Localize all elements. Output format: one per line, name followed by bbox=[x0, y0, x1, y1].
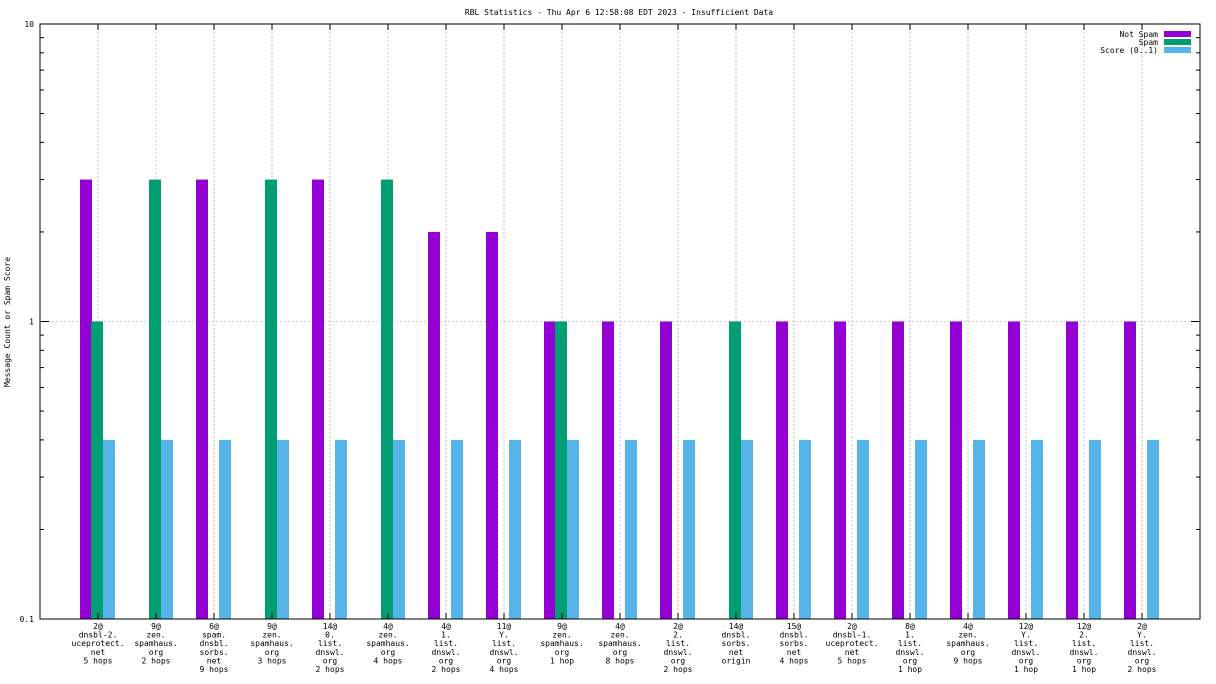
chart-title: RBL Statistics - Thu Apr 6 12:58:08 EDT … bbox=[465, 8, 773, 17]
bar bbox=[91, 321, 103, 619]
bar bbox=[683, 439, 695, 619]
bar bbox=[1147, 439, 1159, 619]
bar bbox=[857, 439, 869, 619]
bar bbox=[509, 439, 521, 619]
legend-swatch bbox=[1164, 47, 1191, 53]
bar bbox=[1089, 439, 1101, 619]
bar bbox=[196, 179, 208, 619]
bar bbox=[451, 439, 463, 619]
bar bbox=[834, 321, 846, 619]
legend-label: Score (0..1) bbox=[1100, 46, 1158, 55]
bar bbox=[381, 179, 393, 619]
x-tick-label: 2@ Y. list. dnswl. org 2 hops bbox=[1128, 622, 1157, 674]
bar bbox=[555, 321, 567, 619]
x-tick-label: 4@ 1. list. dnswl. org 2 hops bbox=[432, 622, 461, 674]
x-tick-label: 2@ dnsbl-1. uceprotect. net 5 hops bbox=[826, 622, 879, 665]
bar bbox=[1066, 321, 1078, 619]
legend-swatch bbox=[1164, 39, 1191, 45]
bar bbox=[729, 321, 741, 619]
legend-label: Not Spam bbox=[1119, 30, 1158, 39]
y-tick-label: 0.1 bbox=[20, 615, 35, 624]
bar bbox=[149, 179, 161, 619]
x-tick-label: 11@ Y. list. dnswl. org 4 hops bbox=[490, 622, 519, 674]
x-tick-label: 12@ 2. list. dnswl. org 1 hop bbox=[1070, 622, 1099, 674]
x-tick-label: 2@ dnsbl-2. uceprotect. net 5 hops bbox=[72, 622, 125, 665]
bar bbox=[265, 179, 277, 619]
legend-label: Spam bbox=[1139, 38, 1158, 47]
bar bbox=[776, 321, 788, 619]
bar bbox=[393, 439, 405, 619]
grid-lines bbox=[40, 24, 1200, 619]
bar bbox=[486, 231, 498, 619]
x-tick-label: 9@ zen. spamhaus. org 3 hops bbox=[250, 622, 293, 665]
x-tick-label: 14@ dnsbl. sorbs. net origin bbox=[722, 622, 751, 665]
bar bbox=[625, 439, 637, 619]
x-tick-label: 4@ zen. spamhaus. org 9 hops bbox=[946, 622, 989, 665]
bar bbox=[544, 321, 556, 619]
x-tick-label: 4@ zen. spamhaus. org 4 hops bbox=[366, 622, 409, 665]
bar bbox=[277, 439, 289, 619]
bar bbox=[428, 231, 440, 619]
bar bbox=[799, 439, 811, 619]
legend-swatch bbox=[1164, 31, 1191, 37]
bar bbox=[915, 439, 927, 619]
bar bbox=[892, 321, 904, 619]
bar bbox=[1008, 321, 1020, 619]
bar bbox=[80, 179, 92, 619]
y-tick-label: 10 bbox=[24, 20, 34, 29]
y-axis-label: Message Count or Spam Score bbox=[3, 257, 12, 387]
bar bbox=[219, 439, 231, 619]
y-tick-label: 1 bbox=[29, 318, 34, 327]
x-tick-label: 6@ spam. dnsbl. sorbs. net 9 hops bbox=[200, 622, 229, 674]
bar bbox=[973, 439, 985, 619]
bar bbox=[1124, 321, 1136, 619]
x-tick-label: 8@ 1. list. dnswl. org 1 hop bbox=[896, 622, 925, 674]
x-tick-label: 9@ zen. spamhaus. org 1 hop bbox=[540, 622, 583, 665]
bar bbox=[741, 439, 753, 619]
bar bbox=[335, 439, 347, 619]
x-tick-label: 14@ 0. list. dnswl. org 2 hops bbox=[316, 622, 345, 674]
x-tick-label: 15@ dnsbl. sorbs. net 4 hops bbox=[780, 622, 809, 665]
bars bbox=[80, 179, 1159, 619]
bar bbox=[567, 439, 579, 619]
bar bbox=[950, 321, 962, 619]
bar bbox=[1031, 439, 1043, 619]
bar bbox=[602, 321, 614, 619]
x-tick-label: 2@ 2. list. dnswl. org 2 hops bbox=[664, 622, 693, 674]
bar bbox=[103, 439, 115, 619]
x-tick-label: 9@ zen. spamhaus. org 2 hops bbox=[134, 622, 177, 665]
bar bbox=[660, 321, 672, 619]
bar bbox=[312, 179, 324, 619]
x-tick-label: 4@ zen. spamhaus. org 8 hops bbox=[598, 622, 641, 665]
bar bbox=[161, 439, 173, 619]
x-tick-label: 12@ Y. list. dnswl. org 1 hop bbox=[1012, 622, 1041, 674]
